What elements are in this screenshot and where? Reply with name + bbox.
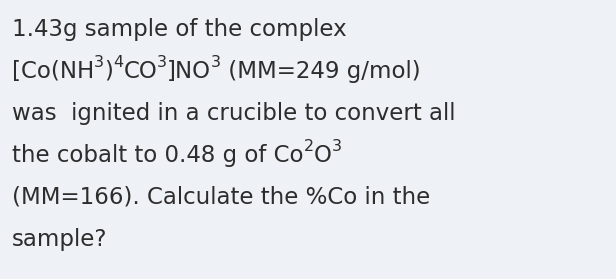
- Text: 3: 3: [94, 55, 104, 70]
- Text: (MM=249 g/mol): (MM=249 g/mol): [221, 60, 421, 83]
- Text: 4: 4: [113, 55, 123, 70]
- Text: O: O: [314, 144, 331, 167]
- Text: ]NO: ]NO: [167, 60, 211, 83]
- Text: CO: CO: [123, 60, 157, 83]
- Text: 3: 3: [211, 55, 221, 70]
- Text: was  ignited in a crucible to convert all: was ignited in a crucible to convert all: [12, 102, 455, 125]
- Text: the cobalt to 0.48 g of Co: the cobalt to 0.48 g of Co: [12, 144, 304, 167]
- Text: sample?: sample?: [12, 228, 108, 251]
- Text: 3: 3: [157, 55, 167, 70]
- Text: (MM=166). Calculate the %Co in the: (MM=166). Calculate the %Co in the: [12, 186, 430, 209]
- Text: 2: 2: [304, 139, 314, 154]
- Text: [Co(NH: [Co(NH: [12, 60, 94, 83]
- Text: 1.43g sample of the complex: 1.43g sample of the complex: [12, 18, 347, 41]
- Text: ): ): [104, 60, 113, 83]
- Text: 3: 3: [331, 139, 341, 154]
